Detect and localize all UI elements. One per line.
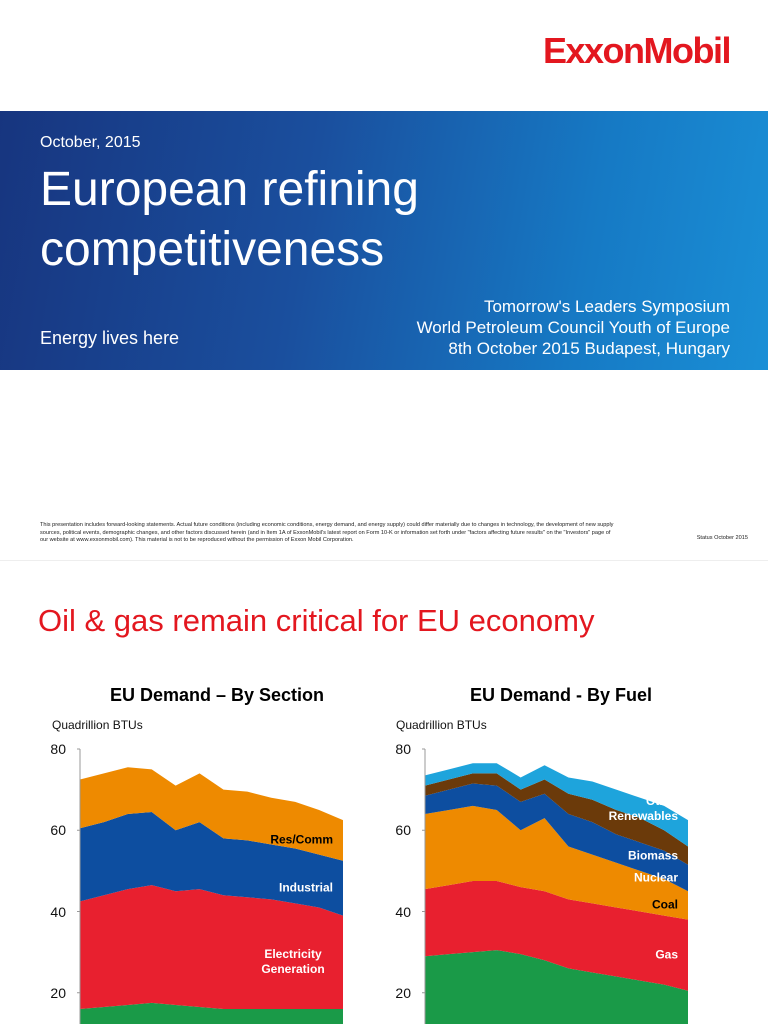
y-tick-label: 80	[395, 741, 411, 757]
area	[425, 783, 688, 892]
logo: ExxonMobil	[542, 30, 732, 71]
tagline: Energy lives here	[40, 328, 180, 348]
banner	[0, 111, 768, 370]
event-line: Tomorrow's Leaders Symposium	[483, 297, 730, 316]
slide-title: European refining competitiveness	[40, 163, 419, 276]
series-label: Coal	[651, 897, 678, 912]
y-axis-label: Quadrillion BTUs	[52, 718, 143, 732]
series-label: Industrial	[278, 880, 333, 895]
area	[80, 767, 343, 861]
area	[80, 811, 343, 916]
y-tick-label: 40	[395, 903, 411, 920]
y-tick-label: 60	[50, 822, 66, 839]
y-tick-label: 80	[50, 741, 66, 757]
event-line: World Petroleum Council Youth of Europe	[416, 318, 730, 337]
y-tick-label: 60	[395, 822, 411, 839]
chart-title: EU Demand – By Section	[109, 685, 325, 705]
series-label: Gas	[655, 947, 678, 962]
area	[80, 1002, 343, 1024]
status: Status October 2015	[696, 535, 748, 541]
chart-title: EU Demand - By Fuel	[469, 685, 653, 705]
event-info: Tomorrow's Leaders Symposium World Petrol…	[417, 296, 730, 359]
area	[425, 805, 688, 920]
y-tick-label: 20	[395, 984, 411, 1001]
event-line: 8th October 2015 Budapest, Hungary	[448, 339, 730, 358]
date: October, 2015	[40, 134, 141, 151]
y-tick-label: 40	[50, 903, 66, 920]
area	[425, 950, 688, 1024]
disclaimer: This presentation includes forward-looki…	[40, 522, 614, 543]
series-label: Other Renewables	[608, 794, 678, 824]
slide-title: Oil & gas remain critical for EU economy	[38, 603, 595, 638]
area	[425, 881, 688, 991]
area	[425, 773, 688, 865]
series-label: Electricity Generation	[261, 947, 325, 977]
series-label: Res/Comm	[270, 832, 333, 847]
y-axis-label: Quadrillion BTUs	[396, 718, 487, 732]
area	[425, 763, 688, 847]
area	[80, 885, 343, 1009]
series-label: Biomass	[627, 848, 678, 863]
slide-separator	[0, 560, 768, 561]
series-label: Nuclear	[633, 870, 678, 885]
y-tick-label: 20	[50, 984, 66, 1001]
